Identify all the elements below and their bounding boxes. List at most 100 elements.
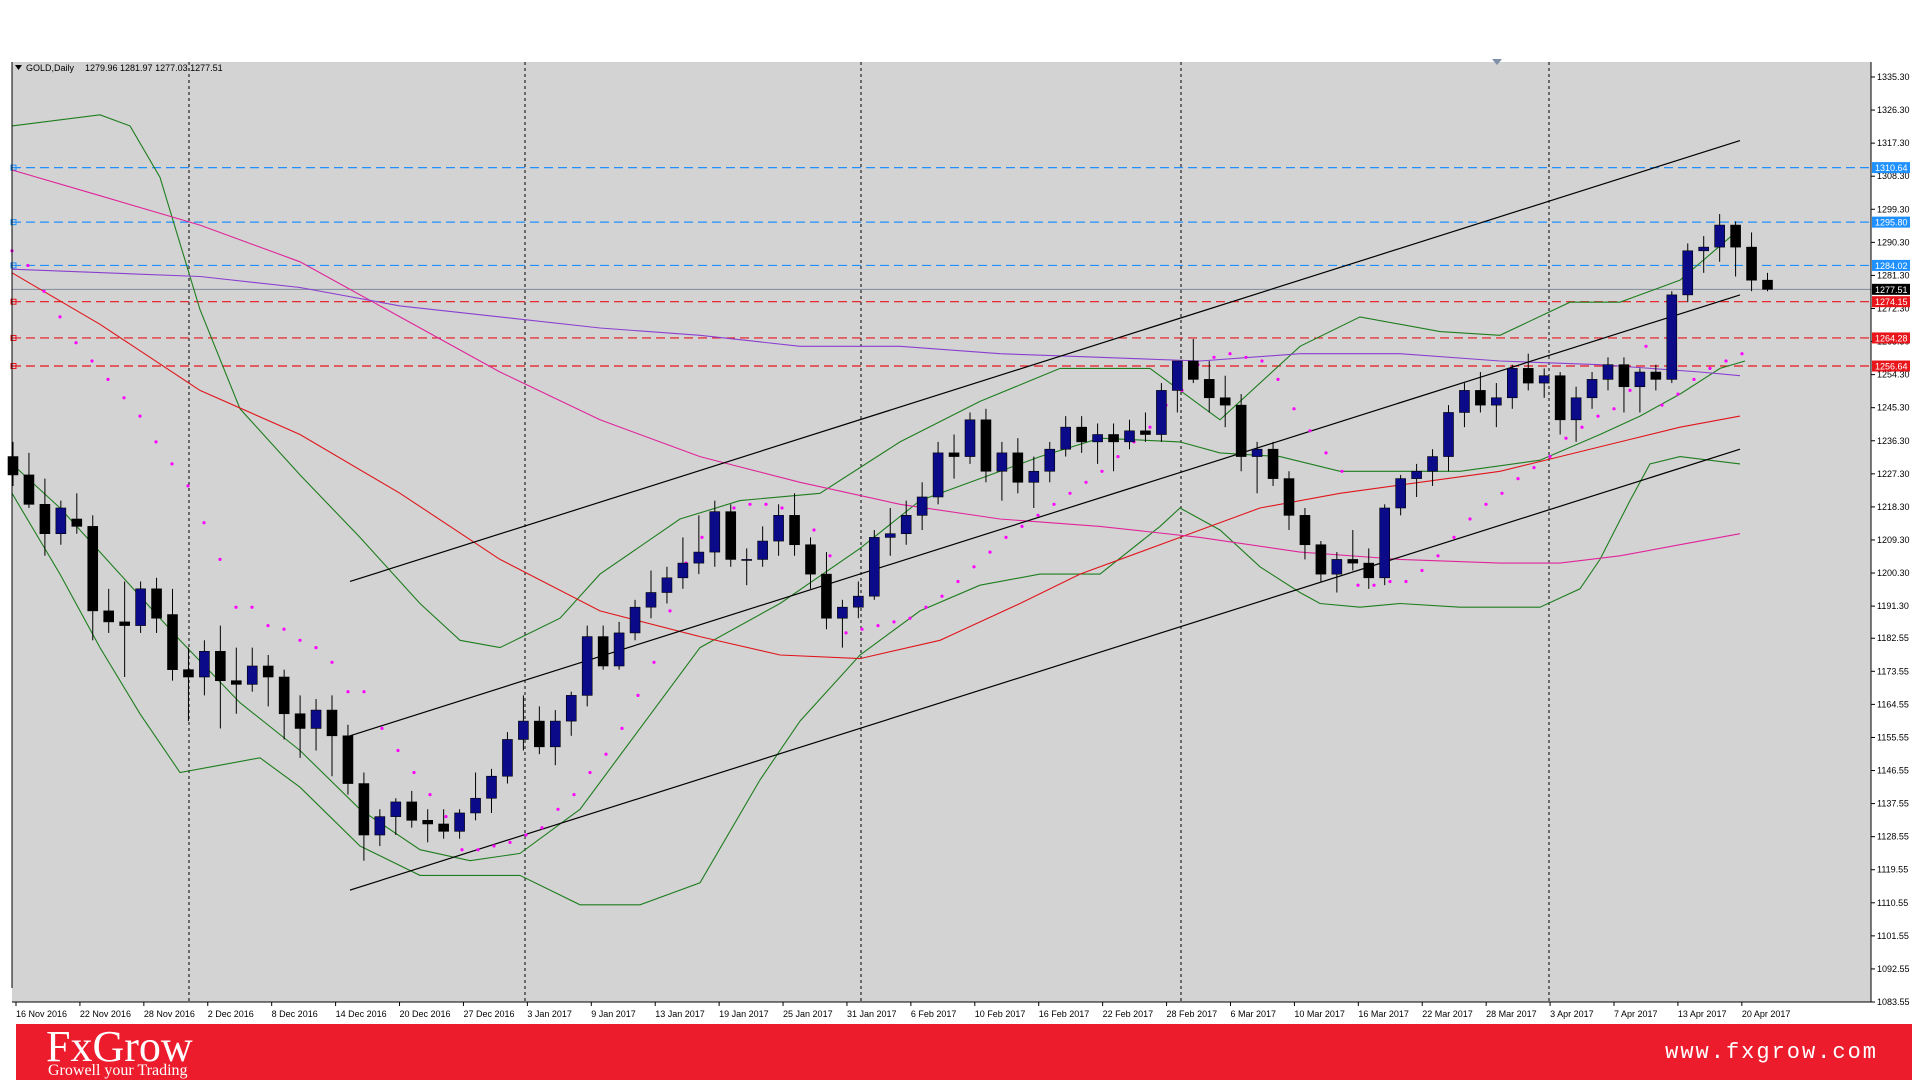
bull-candle xyxy=(1172,360,1183,413)
sar-dot xyxy=(764,502,768,506)
candle-body xyxy=(996,452,1008,472)
brand-url[interactable]: www.fxgrow.com xyxy=(1665,1040,1878,1065)
bull-candle xyxy=(1395,474,1406,516)
sar-dot xyxy=(1308,429,1312,433)
bull-candle xyxy=(884,507,896,556)
candle-body xyxy=(342,735,354,784)
moving-average-magenta-line xyxy=(11,169,1741,564)
price-tick-label: 1335.30 xyxy=(1877,72,1910,82)
sar-dot xyxy=(282,627,286,631)
candle-body xyxy=(1554,375,1566,421)
candle-body xyxy=(151,588,162,619)
brand-logo: FxGrow xyxy=(46,1022,193,1071)
bear-candle xyxy=(1283,471,1295,531)
time-tick-label: 6 Feb 2017 xyxy=(911,1009,957,1019)
bull-candle xyxy=(613,621,625,670)
sar-dot xyxy=(444,815,448,819)
bull-candle xyxy=(757,526,768,567)
candle-body xyxy=(725,511,737,560)
bull-candle xyxy=(246,647,258,692)
candle-body xyxy=(7,456,19,476)
candle-body xyxy=(709,511,721,553)
chart-shift-marker-icon[interactable] xyxy=(1492,59,1502,65)
bear-candle xyxy=(1554,372,1566,435)
bear-candle xyxy=(406,790,418,828)
candle-body xyxy=(549,720,561,748)
sar-dot xyxy=(476,848,480,852)
candle-body xyxy=(1028,470,1040,483)
sar-dot xyxy=(1356,583,1360,587)
bull-candle xyxy=(1602,357,1614,391)
sar-dot xyxy=(266,624,270,628)
candle-body xyxy=(1762,279,1773,290)
sar-dot xyxy=(700,535,704,540)
horizontal-levels xyxy=(10,164,1871,370)
candle-body xyxy=(390,801,402,817)
bull-candle xyxy=(1538,368,1550,398)
sar-dot xyxy=(860,627,864,631)
sar-dot xyxy=(1564,436,1568,440)
bull-candle xyxy=(1634,368,1646,413)
level-tag-label: 1284.02 xyxy=(1875,261,1908,271)
bull-candle xyxy=(1092,423,1103,464)
price-tick-label: 1254.30 xyxy=(1877,370,1910,380)
sar-dot xyxy=(1228,352,1232,356)
sar-dot xyxy=(1292,407,1296,411)
bear-candle xyxy=(1618,357,1630,413)
bear-candle xyxy=(151,577,162,633)
bull-candle xyxy=(470,772,481,821)
bull-candle xyxy=(709,500,721,567)
bull-candle xyxy=(741,548,753,586)
candle-body xyxy=(1570,397,1582,421)
collapse-triangle-icon[interactable] xyxy=(15,65,22,70)
bull-candle xyxy=(1507,364,1518,409)
price-tick-label: 1308.30 xyxy=(1877,171,1910,181)
bear-candle xyxy=(342,724,354,795)
sar-dot xyxy=(170,462,174,466)
bull-candle xyxy=(1427,449,1438,486)
sar-dot xyxy=(1404,579,1408,584)
sar-dot xyxy=(26,263,30,268)
candle-body xyxy=(837,606,848,619)
bull-candle xyxy=(853,581,864,619)
level-tag xyxy=(1872,259,1910,271)
moving-average-purple-line xyxy=(11,268,1741,377)
sar-dot xyxy=(346,690,350,694)
bear-candle xyxy=(422,809,434,843)
bear-candle xyxy=(1140,412,1151,442)
price-tick-label: 1326.30 xyxy=(1877,105,1910,115)
sar-dot xyxy=(138,414,142,418)
bear-candle xyxy=(1219,375,1231,428)
time-tick-label: 10 Feb 2017 xyxy=(975,1009,1026,1019)
candle-body xyxy=(1634,371,1646,388)
price-tick-label: 1209.30 xyxy=(1877,535,1910,545)
price-tick-label: 1110.55 xyxy=(1877,898,1908,908)
candle-body xyxy=(1746,246,1757,281)
candle-body xyxy=(757,540,768,560)
candle-body xyxy=(310,709,322,729)
bear-candle xyxy=(1475,372,1486,413)
candle-body xyxy=(1395,478,1406,509)
level-tag xyxy=(1872,332,1910,344)
candle-body xyxy=(1012,452,1024,483)
sar-dot xyxy=(1484,502,1488,506)
bear-candle xyxy=(1108,423,1119,472)
level-tag xyxy=(1872,162,1910,174)
time-tick-label: 22 Mar 2017 xyxy=(1422,1009,1473,1019)
bull-candle xyxy=(964,412,976,464)
candle-body xyxy=(964,419,976,457)
bear-candle xyxy=(821,552,832,630)
candle-body xyxy=(1459,390,1470,413)
bull-candle xyxy=(55,500,67,545)
bull-candle xyxy=(773,504,784,556)
sar-dot xyxy=(1436,554,1440,558)
candle-body xyxy=(1650,371,1662,380)
time-tick-label: 28 Feb 2017 xyxy=(1167,1009,1218,1019)
sar-dot xyxy=(1500,491,1504,495)
candle-body xyxy=(374,816,386,836)
level-anchor xyxy=(10,219,17,226)
time-tick-label: 13 Jan 2017 xyxy=(655,1009,705,1019)
candle-body xyxy=(199,650,210,678)
sar-dot xyxy=(1260,359,1264,363)
sar-dot xyxy=(556,807,560,811)
